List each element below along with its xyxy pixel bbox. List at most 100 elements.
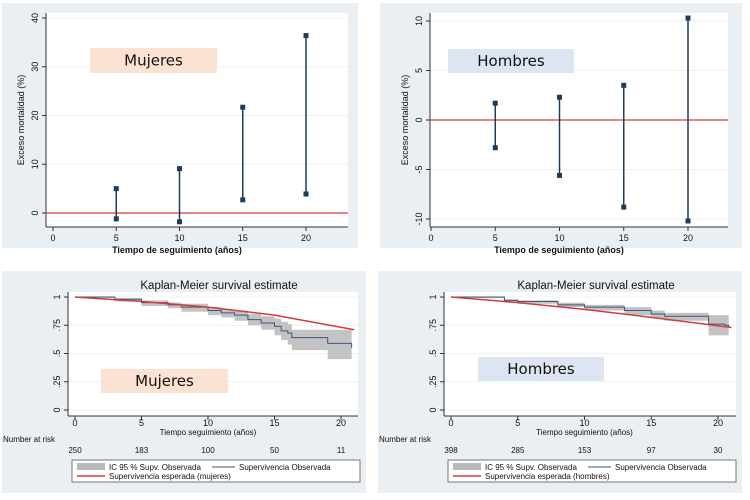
x-axis-label: Tiempo de seguimiento (años)	[112, 245, 242, 255]
x-tick-label: 0	[50, 233, 55, 243]
y-tick-label: 30	[30, 62, 40, 72]
upper-bound-marker	[621, 82, 627, 88]
expected-survival-line	[74, 296, 355, 331]
y-tick-label: 1	[428, 294, 438, 299]
group-label-box	[478, 357, 604, 381]
legend-observed-label: Supervivencia Observada	[239, 463, 331, 472]
lower-bound-marker	[557, 172, 562, 178]
group-label-box	[101, 369, 228, 393]
number-at-risk-value: 398	[444, 446, 458, 455]
y-tick-label: .5	[52, 350, 62, 358]
number-at-risk-value: 30	[714, 446, 723, 455]
y-axis-label: Exceso mortalidad (%)	[400, 75, 410, 166]
x-tick-label: 20	[683, 233, 693, 243]
x-tick-label: 10	[554, 233, 564, 243]
legend	[71, 459, 361, 483]
mujeres_excess-panel: 0 10 20 30 40 0 5 10 15 20 Mujeres Exceso mortalida…	[2, 3, 358, 255]
y-tick-label: -5	[414, 165, 424, 173]
x-tick-label: 5	[493, 233, 498, 243]
x-tick-label: 10	[174, 233, 184, 243]
x-tick-label: 0	[428, 233, 433, 243]
x-tick-label: 5	[114, 233, 119, 243]
upper-bound-marker	[240, 104, 246, 110]
x-tick-label: 5	[515, 418, 520, 428]
lower-bound-marker	[303, 191, 309, 197]
x-axis-label: Tiempo seguimiento (años)	[536, 428, 633, 437]
number-at-risk-label: Number at risk	[379, 435, 432, 444]
x-tick-label: 0	[448, 418, 453, 428]
y-tick-label: 5	[414, 68, 424, 73]
group-label: Hombres	[507, 360, 575, 378]
y-tick-label: 20	[30, 110, 40, 120]
observed-survival-line	[451, 296, 730, 328]
number-at-risk-value: 250	[68, 446, 82, 455]
number-at-risk-value: 183	[135, 446, 149, 455]
lower-bound-marker	[113, 216, 119, 222]
ci-band	[75, 297, 352, 360]
y-tick-label: .25	[52, 375, 62, 388]
y-tick-label: 0	[30, 210, 40, 215]
y-tick-label: 0	[414, 117, 424, 122]
lower-bound-marker	[685, 218, 691, 224]
upper-bound-marker	[685, 15, 691, 21]
y-tick-label: .75	[52, 319, 62, 332]
lower-bound-marker	[492, 145, 498, 151]
y-tick-label: 0	[52, 407, 62, 412]
y-tick-label: .25	[428, 375, 438, 388]
y-tick-label: 10	[30, 159, 40, 169]
lower-bound-marker	[177, 219, 182, 225]
observed-survival-line	[75, 296, 353, 348]
number-at-risk-value: 285	[511, 446, 525, 455]
x-tick-label: 20	[336, 418, 346, 428]
chart-title: Kaplan-Meier survival estimate	[140, 280, 297, 292]
x-tick-label: 15	[619, 233, 629, 243]
y-tick-label: 40	[30, 13, 40, 23]
group-label-box	[90, 48, 217, 73]
legend-ci-swatch	[453, 463, 481, 470]
upper-bound-marker	[303, 33, 309, 39]
y-tick-label: 1	[52, 294, 62, 299]
x-tick-label: 5	[139, 418, 144, 428]
y-axis-label: Exceso mortalidad (%)	[16, 75, 26, 166]
lower-bound-marker	[621, 204, 627, 210]
y-tick-label: 10	[414, 16, 424, 26]
legend	[447, 459, 737, 483]
number-at-risk-value: 97	[647, 446, 656, 455]
legend-expected-label: Supervivencia esperada (hombres)	[485, 472, 610, 481]
upper-bound-marker	[492, 100, 498, 106]
upper-bound-marker	[557, 94, 562, 100]
upper-bound-marker	[177, 166, 182, 172]
number-at-risk-value: 50	[270, 446, 279, 455]
x-tick-label: 20	[301, 233, 311, 243]
number-at-risk-label: Number at risk	[3, 435, 56, 444]
x-tick-label: 15	[646, 418, 656, 428]
group-label: Mujeres	[135, 372, 194, 390]
x-tick-label: 15	[269, 418, 279, 428]
legend-ci-label: IC 95 % Supv. Observada	[485, 463, 577, 472]
ci-band	[451, 297, 729, 340]
y-tick-label: -10	[414, 212, 424, 225]
x-tick-label: 15	[238, 233, 248, 243]
legend-ci-swatch	[77, 463, 105, 470]
number-at-risk-value: 11	[337, 446, 346, 455]
y-tick-label: .75	[428, 319, 438, 332]
chart-title: Kaplan-Meier survival estimate	[517, 280, 674, 292]
lower-bound-marker	[240, 197, 246, 203]
x-tick-label: 10	[579, 418, 589, 428]
group-label: Mujeres	[124, 52, 183, 70]
x-tick-label: 20	[713, 418, 723, 428]
y-tick-label: .5	[428, 350, 438, 358]
number-at-risk-value: 100	[201, 446, 215, 455]
x-tick-label: 0	[72, 418, 77, 428]
y-tick-label: 0	[428, 407, 438, 412]
hombres_excess-panel: -10 -5 0 5 10 0 5 10 15 20 Hombres Exceso mortalida…	[380, 3, 742, 255]
x-axis-label: Tiempo seguimiento (años)	[160, 428, 257, 437]
legend-ci-label: IC 95 % Supv. Observada	[109, 463, 201, 472]
upper-bound-marker	[113, 186, 119, 192]
expected-survival-line	[450, 296, 732, 329]
number-at-risk-value: 153	[578, 446, 592, 455]
plot-area	[46, 13, 348, 227]
